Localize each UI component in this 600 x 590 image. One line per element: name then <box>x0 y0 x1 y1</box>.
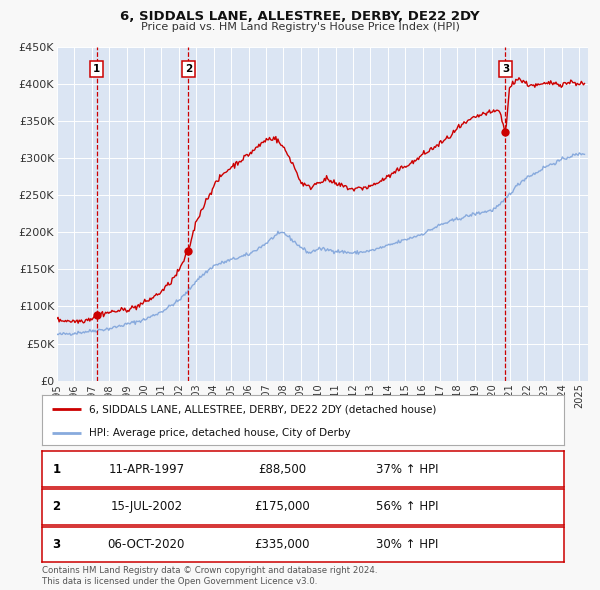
Text: 6, SIDDALS LANE, ALLESTREE, DERBY, DE22 2DY (detached house): 6, SIDDALS LANE, ALLESTREE, DERBY, DE22 … <box>89 404 436 414</box>
Text: 2: 2 <box>53 500 61 513</box>
Text: 15-JUL-2002: 15-JUL-2002 <box>110 500 182 513</box>
Text: HPI: Average price, detached house, City of Derby: HPI: Average price, detached house, City… <box>89 428 350 438</box>
Text: 1: 1 <box>93 64 100 74</box>
Text: 3: 3 <box>502 64 509 74</box>
Text: 30% ↑ HPI: 30% ↑ HPI <box>376 538 439 551</box>
Text: 1: 1 <box>53 463 61 476</box>
Text: £335,000: £335,000 <box>254 538 310 551</box>
Text: 3: 3 <box>53 538 61 551</box>
Bar <box>505 47 588 381</box>
Text: This data is licensed under the Open Government Licence v3.0.: This data is licensed under the Open Gov… <box>42 577 317 586</box>
Bar <box>97 47 188 381</box>
Text: 56% ↑ HPI: 56% ↑ HPI <box>376 500 439 513</box>
Text: 37% ↑ HPI: 37% ↑ HPI <box>376 463 439 476</box>
Text: £88,500: £88,500 <box>258 463 306 476</box>
Text: 11-APR-1997: 11-APR-1997 <box>109 463 184 476</box>
Text: Price paid vs. HM Land Registry's House Price Index (HPI): Price paid vs. HM Land Registry's House … <box>140 22 460 32</box>
Text: 6, SIDDALS LANE, ALLESTREE, DERBY, DE22 2DY: 6, SIDDALS LANE, ALLESTREE, DERBY, DE22 … <box>120 10 480 23</box>
Bar <box>188 47 505 381</box>
Text: 2: 2 <box>185 64 192 74</box>
Bar <box>57 47 97 381</box>
Text: Contains HM Land Registry data © Crown copyright and database right 2024.: Contains HM Land Registry data © Crown c… <box>42 566 377 575</box>
Text: £175,000: £175,000 <box>254 500 310 513</box>
Text: 06-OCT-2020: 06-OCT-2020 <box>108 538 185 551</box>
